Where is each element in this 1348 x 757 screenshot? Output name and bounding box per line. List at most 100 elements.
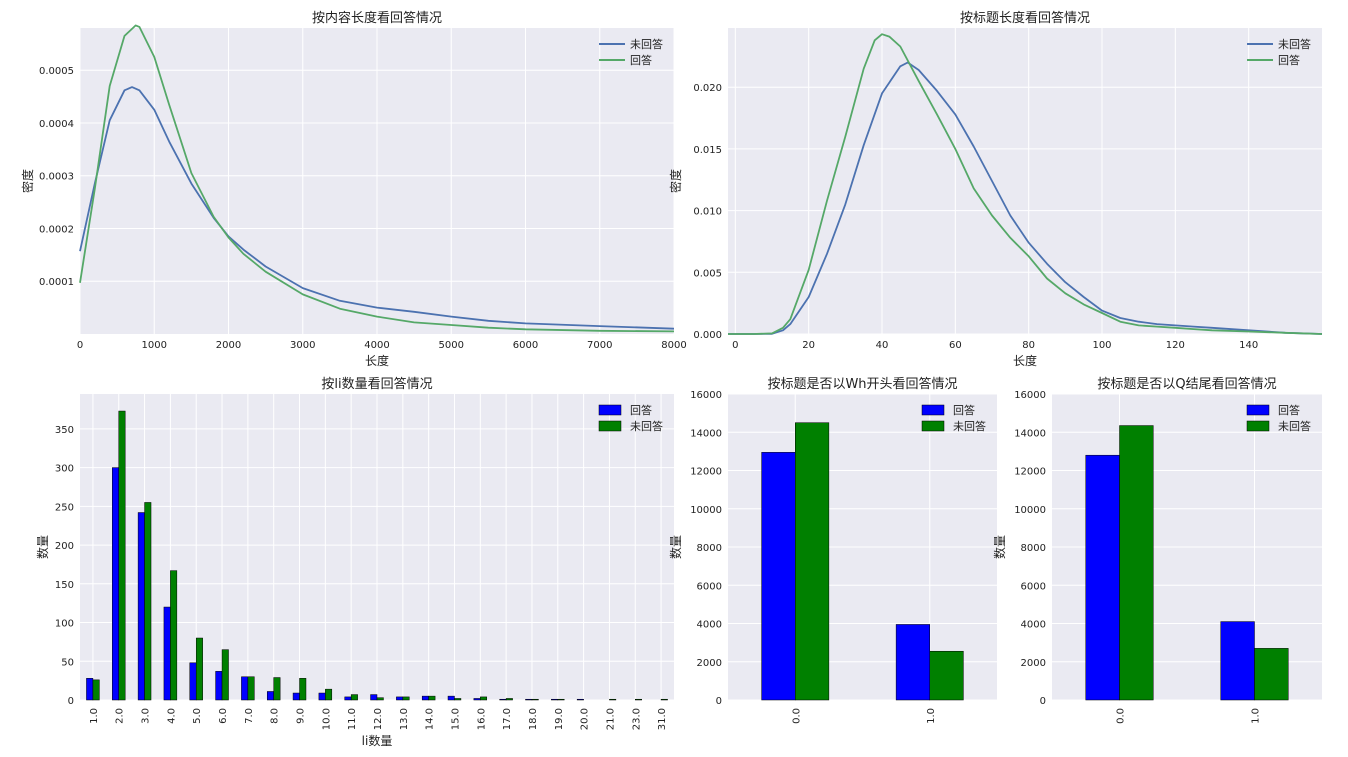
x-tick-label: 2.0 [115,708,126,724]
bar [92,679,100,701]
x-tick-label: 1.0 [89,708,100,724]
x-tick-label: 0 [77,340,83,351]
y-tick-label: 10000 [1014,505,1046,516]
bar [241,676,249,701]
bar [660,698,668,701]
y-tick-label: 300 [55,464,74,475]
y-tick-label: 350 [55,425,74,436]
y-tick-label: 0.020 [693,83,722,94]
x-tick-label: 6000 [513,340,538,351]
x-tick-label: 4.0 [166,708,177,724]
chart-panel-4: 0 2000 4000 6000 8000 10000 12000 14000 16000 0.0… [668,376,997,724]
bar [473,698,481,701]
y-tick-label: 0.000 [693,330,722,341]
x-tick-label: 80 [1022,340,1035,351]
y-tick-label: 0.010 [693,207,722,218]
x-tick-label: 7.0 [244,708,255,724]
chart-title: 按标题是否以Q结尾看回答情况 [1097,376,1276,392]
x-tick-label: 20.0 [580,708,591,730]
bar [1220,621,1255,701]
bar [609,698,617,701]
bar [221,649,229,701]
y-tick-label: 6000 [697,581,722,592]
bar [144,502,152,701]
bar [163,606,171,701]
series-line-1 [728,61,1323,335]
bar [531,698,539,701]
y-axis-label: 数量 [668,535,683,559]
y-tick-label: 100 [55,619,74,630]
bar [557,698,565,701]
y-tick-label: 0 [1040,696,1046,707]
series-line-2 [79,24,675,333]
legend-label: 未回答 [630,419,663,433]
legend-label: 未回答 [1278,37,1311,51]
y-tick-label: 0.005 [693,268,722,279]
x-tick-label: 0 [732,340,738,351]
y-tick-label: 16000 [690,390,722,401]
legend-swatch [1246,404,1270,416]
legend-label: 回答 [630,403,652,417]
bar [402,696,410,701]
x-tick-label: 100 [1092,340,1111,351]
chart-panel-5: 0 2000 4000 6000 8000 10000 12000 14000 16000 0.0… [992,376,1322,724]
bar [292,692,300,701]
x-axis-label: 长度 [365,353,389,368]
x-tick-label: 7000 [587,340,612,351]
legend-swatch [1246,420,1270,432]
x-tick-label: 15.0 [450,708,461,730]
bar [421,695,429,701]
y-tick-label: 2000 [1021,658,1046,669]
bar [215,671,223,701]
x-tick-label: 31.0 [657,708,668,730]
y-tick-label: 16000 [1014,390,1046,401]
bar [195,637,203,701]
bar [895,624,930,701]
bar [325,688,333,701]
bar [344,696,352,701]
y-tick-label: 12000 [1014,467,1046,478]
legend-swatch [921,404,945,416]
x-tick-label: 18.0 [528,708,539,730]
bar [318,692,326,701]
x-tick-label: 4000 [364,340,389,351]
chart-title: 按标题长度看回答情况 [960,10,1090,26]
chart-panel-2: 0 20 40 60 80 100 120 140 0.000 0.005 0.010 0.015 0.… [668,10,1323,368]
bar [1085,454,1120,701]
bar [118,410,126,701]
x-tick-label: 1.0 [926,708,937,724]
x-tick-label: 2000 [216,340,241,351]
bar [273,677,281,701]
bar [1119,425,1154,701]
legend-label: 未回答 [1278,419,1311,433]
x-tick-label: 6.0 [218,708,229,724]
x-tick-label: 8000 [661,340,686,351]
y-tick-label: 6000 [1021,581,1046,592]
bar [376,697,384,701]
x-tick-label: 10.0 [321,708,332,730]
legend-swatch [598,420,622,432]
bar [137,512,145,701]
x-tick-label: 12.0 [373,708,384,730]
y-tick-label: 200 [55,541,74,552]
y-tick-label: 12000 [690,467,722,478]
x-axis-label: li数量 [362,733,393,748]
x-tick-label: 60 [949,340,962,351]
y-tick-label: 0.015 [693,145,722,156]
y-tick-label: 4000 [697,620,722,631]
y-tick-label: 14000 [690,428,722,439]
x-tick-label: 19.0 [554,708,565,730]
x-tick-label: 40 [876,340,889,351]
bar [454,698,462,701]
y-tick-label: 2000 [697,658,722,669]
y-tick-label: 0.0004 [39,119,74,130]
legend-label: 未回答 [953,419,986,433]
bar [112,467,119,701]
y-axis-label: 密度 [20,169,35,193]
series-line-1 [79,86,675,330]
bar [1254,648,1289,701]
y-tick-label: 0.0001 [39,277,74,288]
x-tick-label: 23.0 [631,708,642,730]
legend-label: 回答 [1278,403,1300,417]
